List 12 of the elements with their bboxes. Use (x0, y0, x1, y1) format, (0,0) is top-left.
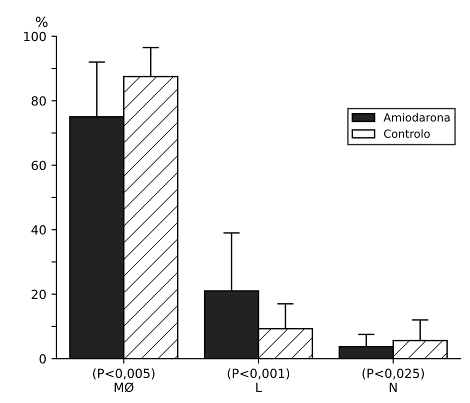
y-tick-label: 60 (32, 160, 46, 170)
y-tick-label: 20 (32, 290, 46, 300)
x-tick-label: (P<0,005) MØ (93, 368, 154, 392)
y-tick-label: 100 (24, 32, 46, 42)
y-axis-title: % (36, 16, 48, 28)
y-tick-label: 0 (40, 354, 46, 364)
x-tick-label: (P<0,001) L (228, 368, 290, 392)
legend-label: Amiodarona (384, 113, 450, 122)
y-tick-label: 80 (32, 96, 46, 106)
y-tick-label: 40 (31, 225, 46, 235)
x-tick-label: (P<0,025) N (362, 368, 424, 392)
legend-label: Controlo (384, 129, 430, 138)
